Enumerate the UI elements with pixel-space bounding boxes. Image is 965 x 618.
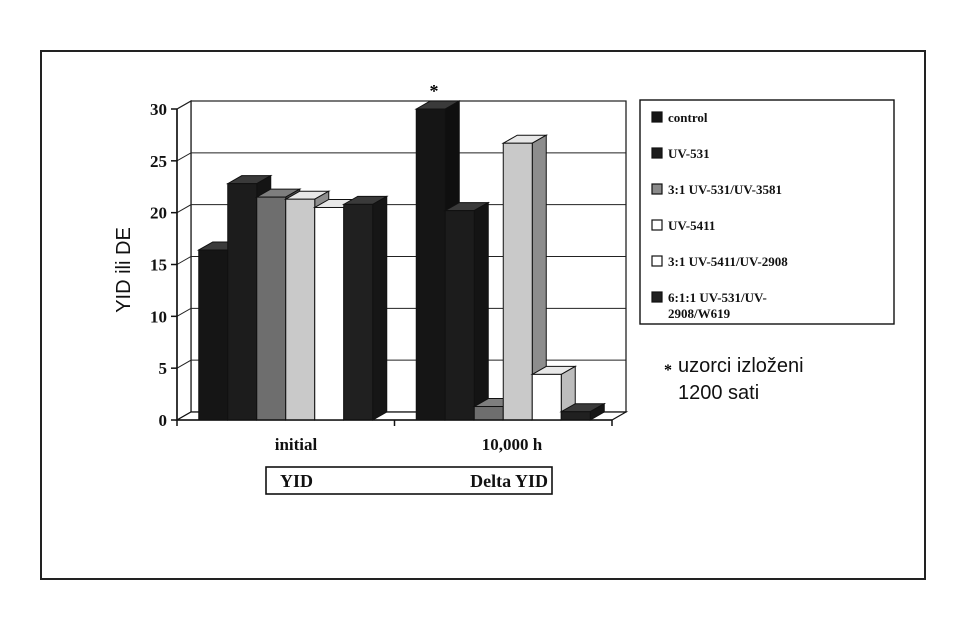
y-tick-label-20: 20: [150, 204, 167, 223]
legend-label-1-0: UV-531: [668, 146, 710, 161]
y-tick-label-15: 15: [150, 256, 167, 275]
bar-1-1: [443, 201, 491, 421]
bar-front-0-1: [227, 183, 258, 421]
chart-frame: 0 5 10 15 20 25 30 YID ili DE initial 10,000 h…: [40, 50, 926, 580]
legend-swatch-0: [651, 111, 663, 123]
legend-label-2-0: 3:1 UV-531/UV-3581: [668, 182, 782, 197]
legend-label-3-0: UV-5411: [668, 218, 715, 233]
y-tick-label-0: 0: [159, 411, 168, 430]
bar-front-1-2: [473, 406, 504, 421]
ticks-layer: 0 5 10 15 20 25 30: [150, 100, 167, 430]
bar-0-5: [341, 195, 389, 421]
bar-1-4: [530, 365, 578, 421]
legend: control UV-531 3:1 UV-531/UV-3581 UV-5411 3:…: [639, 99, 895, 325]
legend-swatch-3: [651, 219, 663, 231]
note-line-2: 1200 sati: [678, 382, 759, 404]
legend-label-4-0: 3:1 UV-5411/UV-2908: [668, 254, 788, 269]
bar-front-1-1: [444, 210, 475, 421]
y-tick-label-5: 5: [159, 359, 168, 378]
group-label-delta-yid: Delta YID: [470, 471, 548, 491]
legend-swatch-2: [651, 183, 663, 195]
legend-swatch-5: [651, 291, 663, 303]
note-line-1: uzorci izloženi: [678, 355, 804, 377]
group-label-box: YID Delta YID: [265, 466, 553, 495]
bar-side-0-5: [372, 195, 388, 421]
y-tick-label-10: 10: [150, 307, 167, 326]
y-tick-label-25: 25: [150, 152, 167, 171]
legend-label-5-1: 2908/W619: [668, 306, 731, 321]
bar-side-1-1: [473, 201, 489, 421]
legend-label-5-0: 6:1:1 UV-531/UV-: [668, 290, 767, 305]
bar-1-3: [501, 134, 549, 421]
bar-front-0-0: [198, 249, 229, 421]
legend-swatch-4: [651, 255, 663, 267]
gridline-25: [176, 152, 626, 162]
axes-layer: [171, 108, 613, 426]
category-label-10000h: 10,000 h: [482, 435, 543, 454]
legend-swatch-1: [651, 147, 663, 159]
bar-front-0-4: [314, 206, 345, 421]
annotation-note: * uzorci izloženi 1200 sati: [664, 355, 804, 404]
bar-front-1-0: [415, 108, 446, 421]
bar-front-0-2: [256, 196, 287, 421]
note-asterisk: *: [664, 362, 672, 379]
bar-front-1-4: [531, 373, 562, 421]
bar-chart: 0 5 10 15 20 25 30 YID ili DE initial 10,000 h…: [113, 81, 895, 495]
bar-front-1-3: [502, 142, 533, 421]
bar-1-5: [559, 402, 607, 421]
asterisk-marker: *: [430, 81, 439, 101]
legend-label-0-0: control: [668, 110, 708, 125]
bar-front-0-5: [343, 203, 374, 421]
bars-layer: [196, 100, 607, 421]
group-label-yid: YID: [280, 471, 313, 491]
y-axis-label: YID ili DE: [113, 227, 135, 313]
y-tick-label-30: 30: [150, 100, 167, 119]
bar-front-1-5: [560, 411, 591, 421]
bar-front-0-3: [285, 198, 316, 421]
gridline-30: [176, 100, 626, 110]
category-label-initial: initial: [275, 435, 318, 454]
